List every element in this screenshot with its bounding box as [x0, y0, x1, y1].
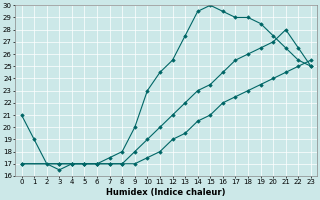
X-axis label: Humidex (Indice chaleur): Humidex (Indice chaleur) [107, 188, 226, 197]
